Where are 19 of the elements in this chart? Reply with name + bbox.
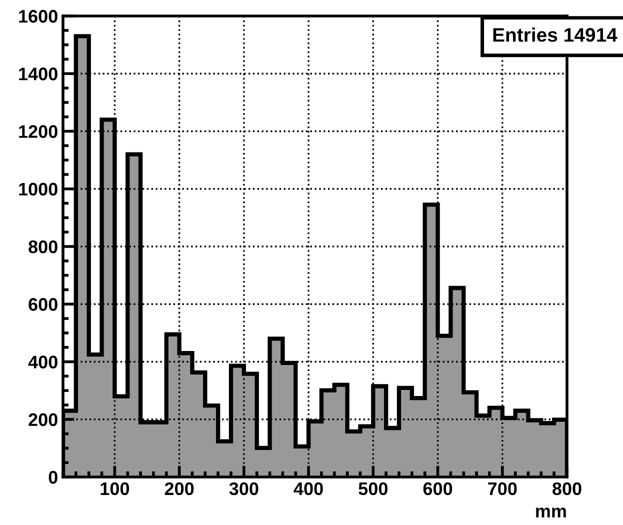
x-tick-label: 800 bbox=[552, 482, 582, 496]
y-tick-label: 800 bbox=[28, 240, 58, 254]
y-tick-label: 1400 bbox=[19, 68, 58, 80]
x-tick-label: 200 bbox=[164, 482, 194, 496]
y-tick-label: 1000 bbox=[19, 182, 58, 196]
x-axis-title: mm bbox=[536, 508, 566, 518]
y-tick-label: 0 bbox=[48, 470, 58, 484]
x-tick-label: 400 bbox=[294, 482, 323, 496]
annotation: Entries 14914 bbox=[493, 28, 618, 42]
x-tick-label: 700 bbox=[488, 482, 517, 496]
y-tick-label: 400 bbox=[28, 356, 58, 368]
x-tick-label: 100 bbox=[100, 482, 130, 496]
x-tick-label: 500 bbox=[358, 482, 388, 496]
y-tick-label: 200 bbox=[28, 413, 58, 426]
y-tick-label: 1600 bbox=[19, 10, 58, 23]
y-tick-label: 1200 bbox=[19, 125, 58, 138]
x-tick-label: 300 bbox=[229, 482, 258, 496]
y-tick-label: 600 bbox=[28, 298, 58, 311]
x-tick-label: 600 bbox=[423, 482, 452, 496]
